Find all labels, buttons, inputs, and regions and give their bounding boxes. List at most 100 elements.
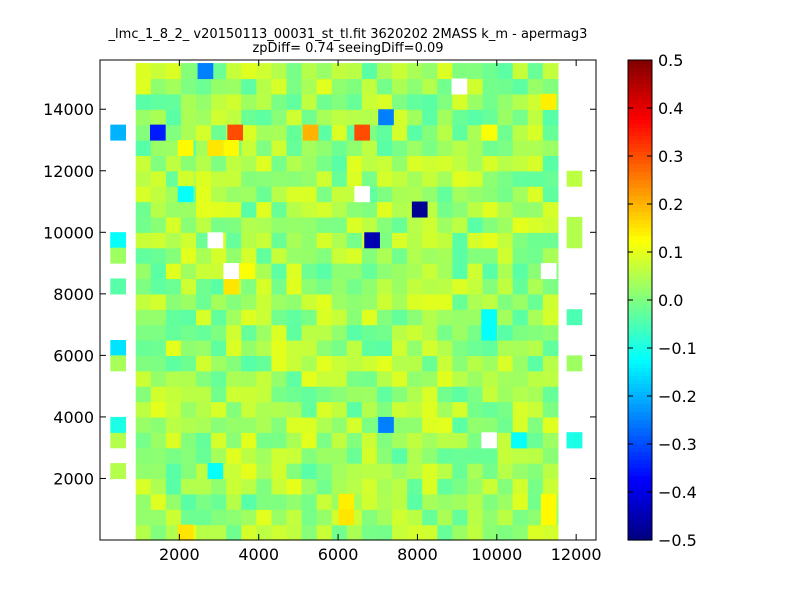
colorbar-segment — [628, 400, 652, 405]
heatmap-cell — [196, 216, 212, 233]
colorbar-segment — [628, 356, 652, 361]
heatmap-cell — [407, 263, 423, 280]
heatmap-cell — [452, 493, 469, 510]
heatmap-cell — [497, 63, 514, 80]
heatmap-cell — [331, 524, 348, 541]
heatmap-cell — [376, 201, 393, 218]
heatmap-cell — [376, 186, 393, 203]
colorbar: 0.5 0.4 0.3 0.2 0.1 0.0 −0.1 −0.2 −0.3 −0.4 −0.5 — [627, 51, 697, 550]
heatmap-cell — [482, 140, 499, 156]
heatmap-cell — [226, 109, 242, 126]
heatmap-cell — [316, 109, 333, 126]
heatmap-cell — [407, 170, 423, 187]
heatmap-cell — [512, 355, 529, 372]
colorbar-segment — [628, 448, 652, 453]
heatmap-cell — [135, 216, 152, 233]
heatmap-cell — [452, 324, 469, 341]
heatmap-cell — [135, 432, 152, 449]
heatmap-cell — [180, 155, 197, 172]
colorbar-segment — [628, 64, 652, 69]
colorbar-segment — [628, 396, 652, 401]
heatmap-cell — [301, 155, 318, 172]
colorbar-segment — [628, 180, 652, 185]
heatmap-cell — [271, 232, 288, 249]
heatmap-cell — [482, 278, 499, 295]
heatmap-cell — [497, 278, 514, 295]
heatmap-cell — [316, 140, 333, 156]
heatmap-cell — [512, 493, 529, 510]
heatmap-cell — [482, 386, 499, 403]
heatmap-cell — [331, 463, 348, 480]
colorbar-segment — [628, 336, 652, 341]
heatmap-cell — [361, 170, 378, 187]
heatmap-cell — [301, 263, 318, 280]
heatmap-cell — [301, 170, 318, 187]
colorbar-segment — [628, 440, 652, 445]
heatmap-cell — [527, 247, 544, 264]
heatmap-cell — [301, 447, 318, 464]
x-tick-label: 12000 — [551, 545, 602, 564]
x-tick-label: 2000 — [159, 545, 200, 564]
heatmap-cell — [256, 309, 273, 326]
colorbar-segment — [628, 288, 652, 293]
heatmap-cell — [512, 263, 529, 280]
heatmap-cell — [196, 109, 212, 126]
heatmap-cell — [376, 63, 393, 80]
heatmap-cell — [180, 493, 197, 510]
heatmap-cell — [301, 370, 318, 387]
heatmap-cell — [482, 186, 499, 203]
plot-frame — [99, 59, 597, 541]
heatmap-cell — [286, 524, 303, 541]
heatmap-cell — [331, 186, 348, 203]
heatmap-cell — [392, 386, 408, 403]
colorbar-segment — [628, 228, 652, 233]
colorbar-segment — [628, 88, 652, 93]
colorbar-segment — [628, 220, 652, 225]
heatmap-cell — [331, 170, 348, 187]
heatmap-cell — [422, 93, 438, 110]
heatmap-cell — [452, 124, 469, 141]
heatmap-cell — [211, 293, 227, 310]
heatmap-cell — [512, 524, 529, 541]
heatmap-cell — [392, 370, 408, 387]
heatmap-cell — [180, 478, 197, 495]
heatmap-cell — [256, 247, 273, 264]
heatmap-cell — [180, 355, 197, 372]
heatmap-cell — [376, 463, 393, 480]
heatmap-cell — [376, 355, 393, 372]
heatmap-cell — [482, 78, 499, 95]
heatmap-cell — [150, 63, 167, 80]
heatmap-cell — [211, 416, 227, 433]
heatmap-cell — [110, 463, 126, 480]
heatmap-cell — [437, 309, 453, 326]
heatmap-cell — [527, 324, 544, 341]
heatmap-cell — [407, 386, 423, 403]
colorbar-segment — [628, 104, 652, 109]
heatmap-cell — [207, 140, 224, 156]
heatmap-cell — [422, 324, 438, 341]
heatmap-cell — [211, 278, 227, 295]
heatmap-cell — [256, 509, 273, 526]
heatmap-cell — [361, 201, 378, 218]
heatmap-cell — [150, 386, 167, 403]
heatmap-cell — [376, 340, 393, 356]
heatmap-cell — [271, 370, 288, 387]
heatmap-cell — [135, 370, 152, 387]
heatmap-cell — [452, 416, 469, 433]
heatmap-cell — [286, 78, 303, 95]
y-tick-label: 12000 — [43, 162, 94, 181]
heatmap-cell — [467, 155, 484, 172]
heatmap-cell — [527, 78, 544, 95]
heatmap-cell — [376, 278, 393, 295]
heatmap-cell — [376, 478, 393, 495]
heatmap-cell — [286, 386, 303, 403]
heatmap-cell — [301, 247, 318, 264]
heatmap-cell — [301, 493, 318, 510]
heatmap-cell — [437, 324, 453, 341]
heatmap-cell — [392, 324, 408, 341]
heatmap-cell — [467, 263, 484, 280]
colorbar-segment — [628, 364, 652, 369]
heatmap-cell — [361, 493, 378, 510]
heatmap-cell — [542, 109, 559, 126]
heatmap-cell — [241, 509, 257, 526]
